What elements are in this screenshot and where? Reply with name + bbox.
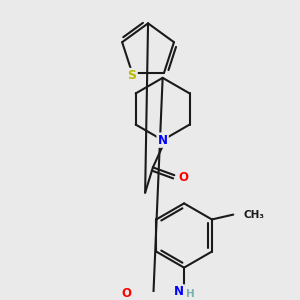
- Text: N: N: [158, 134, 168, 147]
- Text: H: H: [187, 289, 195, 299]
- Text: O: O: [122, 287, 132, 300]
- Text: N: N: [174, 286, 184, 298]
- Text: O: O: [178, 171, 188, 184]
- Text: CH₃: CH₃: [243, 210, 264, 220]
- Text: S: S: [128, 69, 136, 82]
